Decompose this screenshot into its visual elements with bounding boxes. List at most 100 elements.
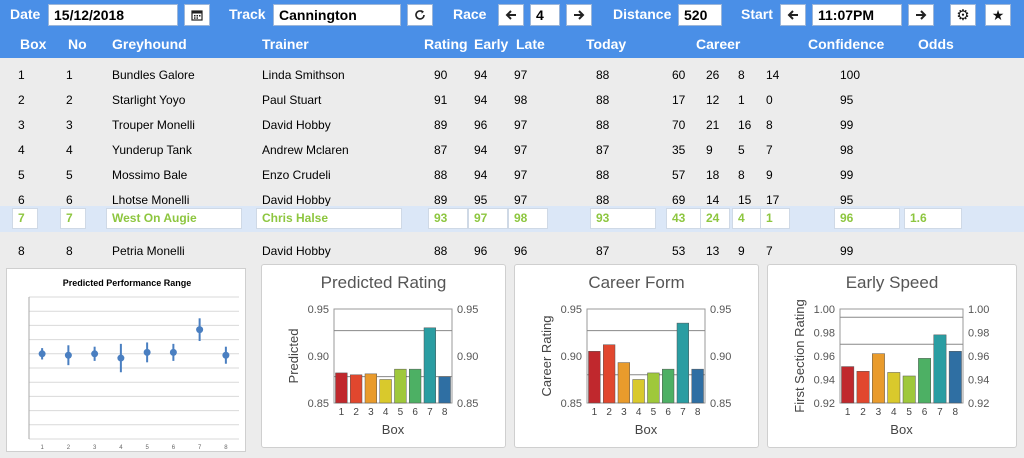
panel-title: Career Form bbox=[588, 273, 685, 292]
start-time-field[interactable]: 11:07PM bbox=[812, 4, 902, 26]
y-tick-label: 0.85 bbox=[308, 398, 329, 410]
cell-box[interactable]: 7 bbox=[12, 208, 38, 229]
cell-rating[interactable]: 93 bbox=[428, 208, 468, 229]
cell-c4[interactable]: 1 bbox=[760, 208, 790, 229]
cell-c1[interactable]: 43 bbox=[666, 208, 708, 229]
refresh-button[interactable] bbox=[407, 4, 433, 26]
y-axis-label: First Section Rating bbox=[792, 299, 807, 412]
distance-label: Distance bbox=[613, 6, 672, 22]
y-tick-label: 0.85 bbox=[561, 398, 582, 410]
cell-late: 97 bbox=[514, 168, 528, 182]
cell-dog: Lhotse Monelli bbox=[112, 193, 190, 207]
bar-box-8 bbox=[948, 351, 962, 404]
column-header-confidence[interactable]: Confidence bbox=[808, 36, 885, 52]
cell-c4: 0 bbox=[766, 93, 773, 107]
column-header-odds[interactable]: Odds bbox=[918, 36, 954, 52]
column-header-greyhound[interactable]: Greyhound bbox=[112, 36, 187, 52]
cell-today[interactable]: 93 bbox=[590, 208, 656, 229]
x-axis-label: Box bbox=[635, 422, 658, 437]
y2-tick-label: 0.90 bbox=[710, 351, 731, 363]
cell-conf: 99 bbox=[840, 118, 854, 132]
cell-early[interactable]: 97 bbox=[468, 208, 508, 229]
cell-c2: 14 bbox=[706, 193, 720, 207]
table-row[interactable]: 6 6 Lhotse Monelli David Hobby 89 95 97 88 69 14 1… bbox=[0, 187, 1024, 212]
distance-field[interactable]: 520 bbox=[678, 4, 722, 26]
cell-dog: Mossimo Bale bbox=[112, 168, 188, 182]
y-axis-label: Career Rating bbox=[539, 316, 554, 397]
column-header-rating[interactable]: Rating bbox=[424, 36, 468, 52]
x-tick-label: 7 bbox=[680, 407, 686, 418]
x-tick-label: 1 bbox=[40, 445, 44, 451]
y-tick-label: 0.92 bbox=[814, 398, 835, 410]
cell-rating: 89 bbox=[434, 193, 448, 207]
data-point bbox=[64, 351, 72, 359]
cell-dog[interactable]: West On Augie bbox=[106, 208, 242, 229]
x-tick-label: 2 bbox=[606, 407, 612, 418]
x-tick-label: 3 bbox=[93, 445, 97, 451]
table-row[interactable]: 3 3 Trouper Monelli David Hobby 89 96 97 88 70 21… bbox=[0, 112, 1024, 137]
race-label: Race bbox=[453, 6, 487, 22]
column-header-late[interactable]: Late bbox=[516, 36, 545, 52]
y2-tick-label: 0.98 bbox=[968, 328, 989, 340]
cell-rating: 89 bbox=[434, 118, 448, 132]
x-tick-label: 6 bbox=[412, 407, 418, 418]
column-header-box[interactable]: Box bbox=[20, 36, 47, 52]
table-row-selected[interactable]: 7 7 West On Augie Chris Halse 93 97 98 93 43 24 4 1… bbox=[0, 206, 1024, 232]
cell-dog: Starlight Yoyo bbox=[112, 93, 186, 107]
start-next-button[interactable] bbox=[908, 4, 934, 26]
table-row[interactable]: 1 1 Bundles Galore Linda Smithson 90 94 97 88 60… bbox=[0, 62, 1024, 87]
bar-box-6 bbox=[918, 358, 931, 404]
cell-c2[interactable]: 24 bbox=[700, 208, 730, 229]
track-field[interactable]: Cannington bbox=[273, 4, 401, 26]
cell-trainer: Linda Smithson bbox=[262, 68, 345, 82]
cell-odds[interactable]: 1.6 bbox=[904, 208, 962, 229]
cell-trainer[interactable]: Chris Halse bbox=[256, 208, 402, 229]
x-tick-label: 8 bbox=[442, 407, 448, 418]
cell-conf: 100 bbox=[840, 68, 861, 82]
table-row[interactable]: 2 2 Starlight Yoyo Paul Stuart 91 94 98 88 17 12 1… bbox=[0, 87, 1024, 112]
cell-dog: Bundles Galore bbox=[112, 68, 195, 82]
start-label: Start bbox=[741, 6, 773, 22]
bar-box-1 bbox=[588, 351, 601, 404]
cell-box: 4 bbox=[18, 143, 25, 157]
bar-box-4 bbox=[887, 372, 901, 404]
cell-no: 3 bbox=[66, 118, 73, 132]
table-row[interactable]: 8 8 Petria Monelli David Hobby 88 96 96 87 53 13 9… bbox=[0, 238, 1024, 263]
race-field[interactable]: 4 bbox=[530, 4, 560, 26]
cell-rating: 91 bbox=[434, 93, 448, 107]
date-field[interactable]: 15/12/2018 bbox=[48, 4, 178, 26]
star-icon: ★ bbox=[991, 6, 1005, 23]
x-tick-label: 7 bbox=[198, 445, 202, 451]
cell-late[interactable]: 98 bbox=[508, 208, 548, 229]
calendar-button[interactable] bbox=[184, 4, 210, 26]
cell-box: 6 bbox=[18, 193, 25, 207]
x-tick-label: 4 bbox=[636, 407, 642, 418]
cell-conf[interactable]: 96 bbox=[834, 208, 900, 229]
settings-button[interactable]: ⚙ bbox=[950, 4, 976, 26]
column-header-today[interactable]: Today bbox=[586, 36, 627, 52]
track-label: Track bbox=[229, 6, 266, 22]
favorite-button[interactable]: ★ bbox=[985, 4, 1011, 26]
cell-c1: 53 bbox=[672, 244, 686, 258]
cell-c3[interactable]: 4 bbox=[732, 208, 762, 229]
column-header-trainer[interactable]: Trainer bbox=[262, 36, 309, 52]
cell-no[interactable]: 7 bbox=[60, 208, 86, 229]
bar-box-8 bbox=[438, 376, 451, 404]
table-row[interactable]: 5 5 Mossimo Bale Enzo Crudeli 88 94 97 88 57 18 8 9… bbox=[0, 162, 1024, 187]
cell-today: 87 bbox=[596, 143, 610, 157]
x-tick-label: 6 bbox=[665, 407, 671, 418]
table-header: Box No Greyhound Trainer Rating Early Late Toda… bbox=[0, 30, 1024, 58]
race-next-button[interactable] bbox=[566, 4, 592, 26]
table-row[interactable]: 4 4 Yunderup Tank Andrew Mclaren 87 94 97 87 35 9… bbox=[0, 137, 1024, 162]
column-header-no[interactable]: No bbox=[68, 36, 87, 52]
start-prev-button[interactable] bbox=[780, 4, 806, 26]
chart-title: Predicted Performance Range bbox=[63, 278, 192, 288]
cell-conf: 95 bbox=[840, 93, 854, 107]
bar-box-8 bbox=[691, 368, 704, 404]
x-tick-label: 5 bbox=[651, 407, 657, 418]
cell-c4: 14 bbox=[766, 68, 780, 82]
performance-range-chart: Predicted Performance Range 1 2 3 4 5 6 7 8 bbox=[28, 278, 239, 451]
race-prev-button[interactable] bbox=[498, 4, 524, 26]
column-header-career[interactable]: Career bbox=[696, 36, 741, 52]
column-header-early[interactable]: Early bbox=[474, 36, 509, 52]
